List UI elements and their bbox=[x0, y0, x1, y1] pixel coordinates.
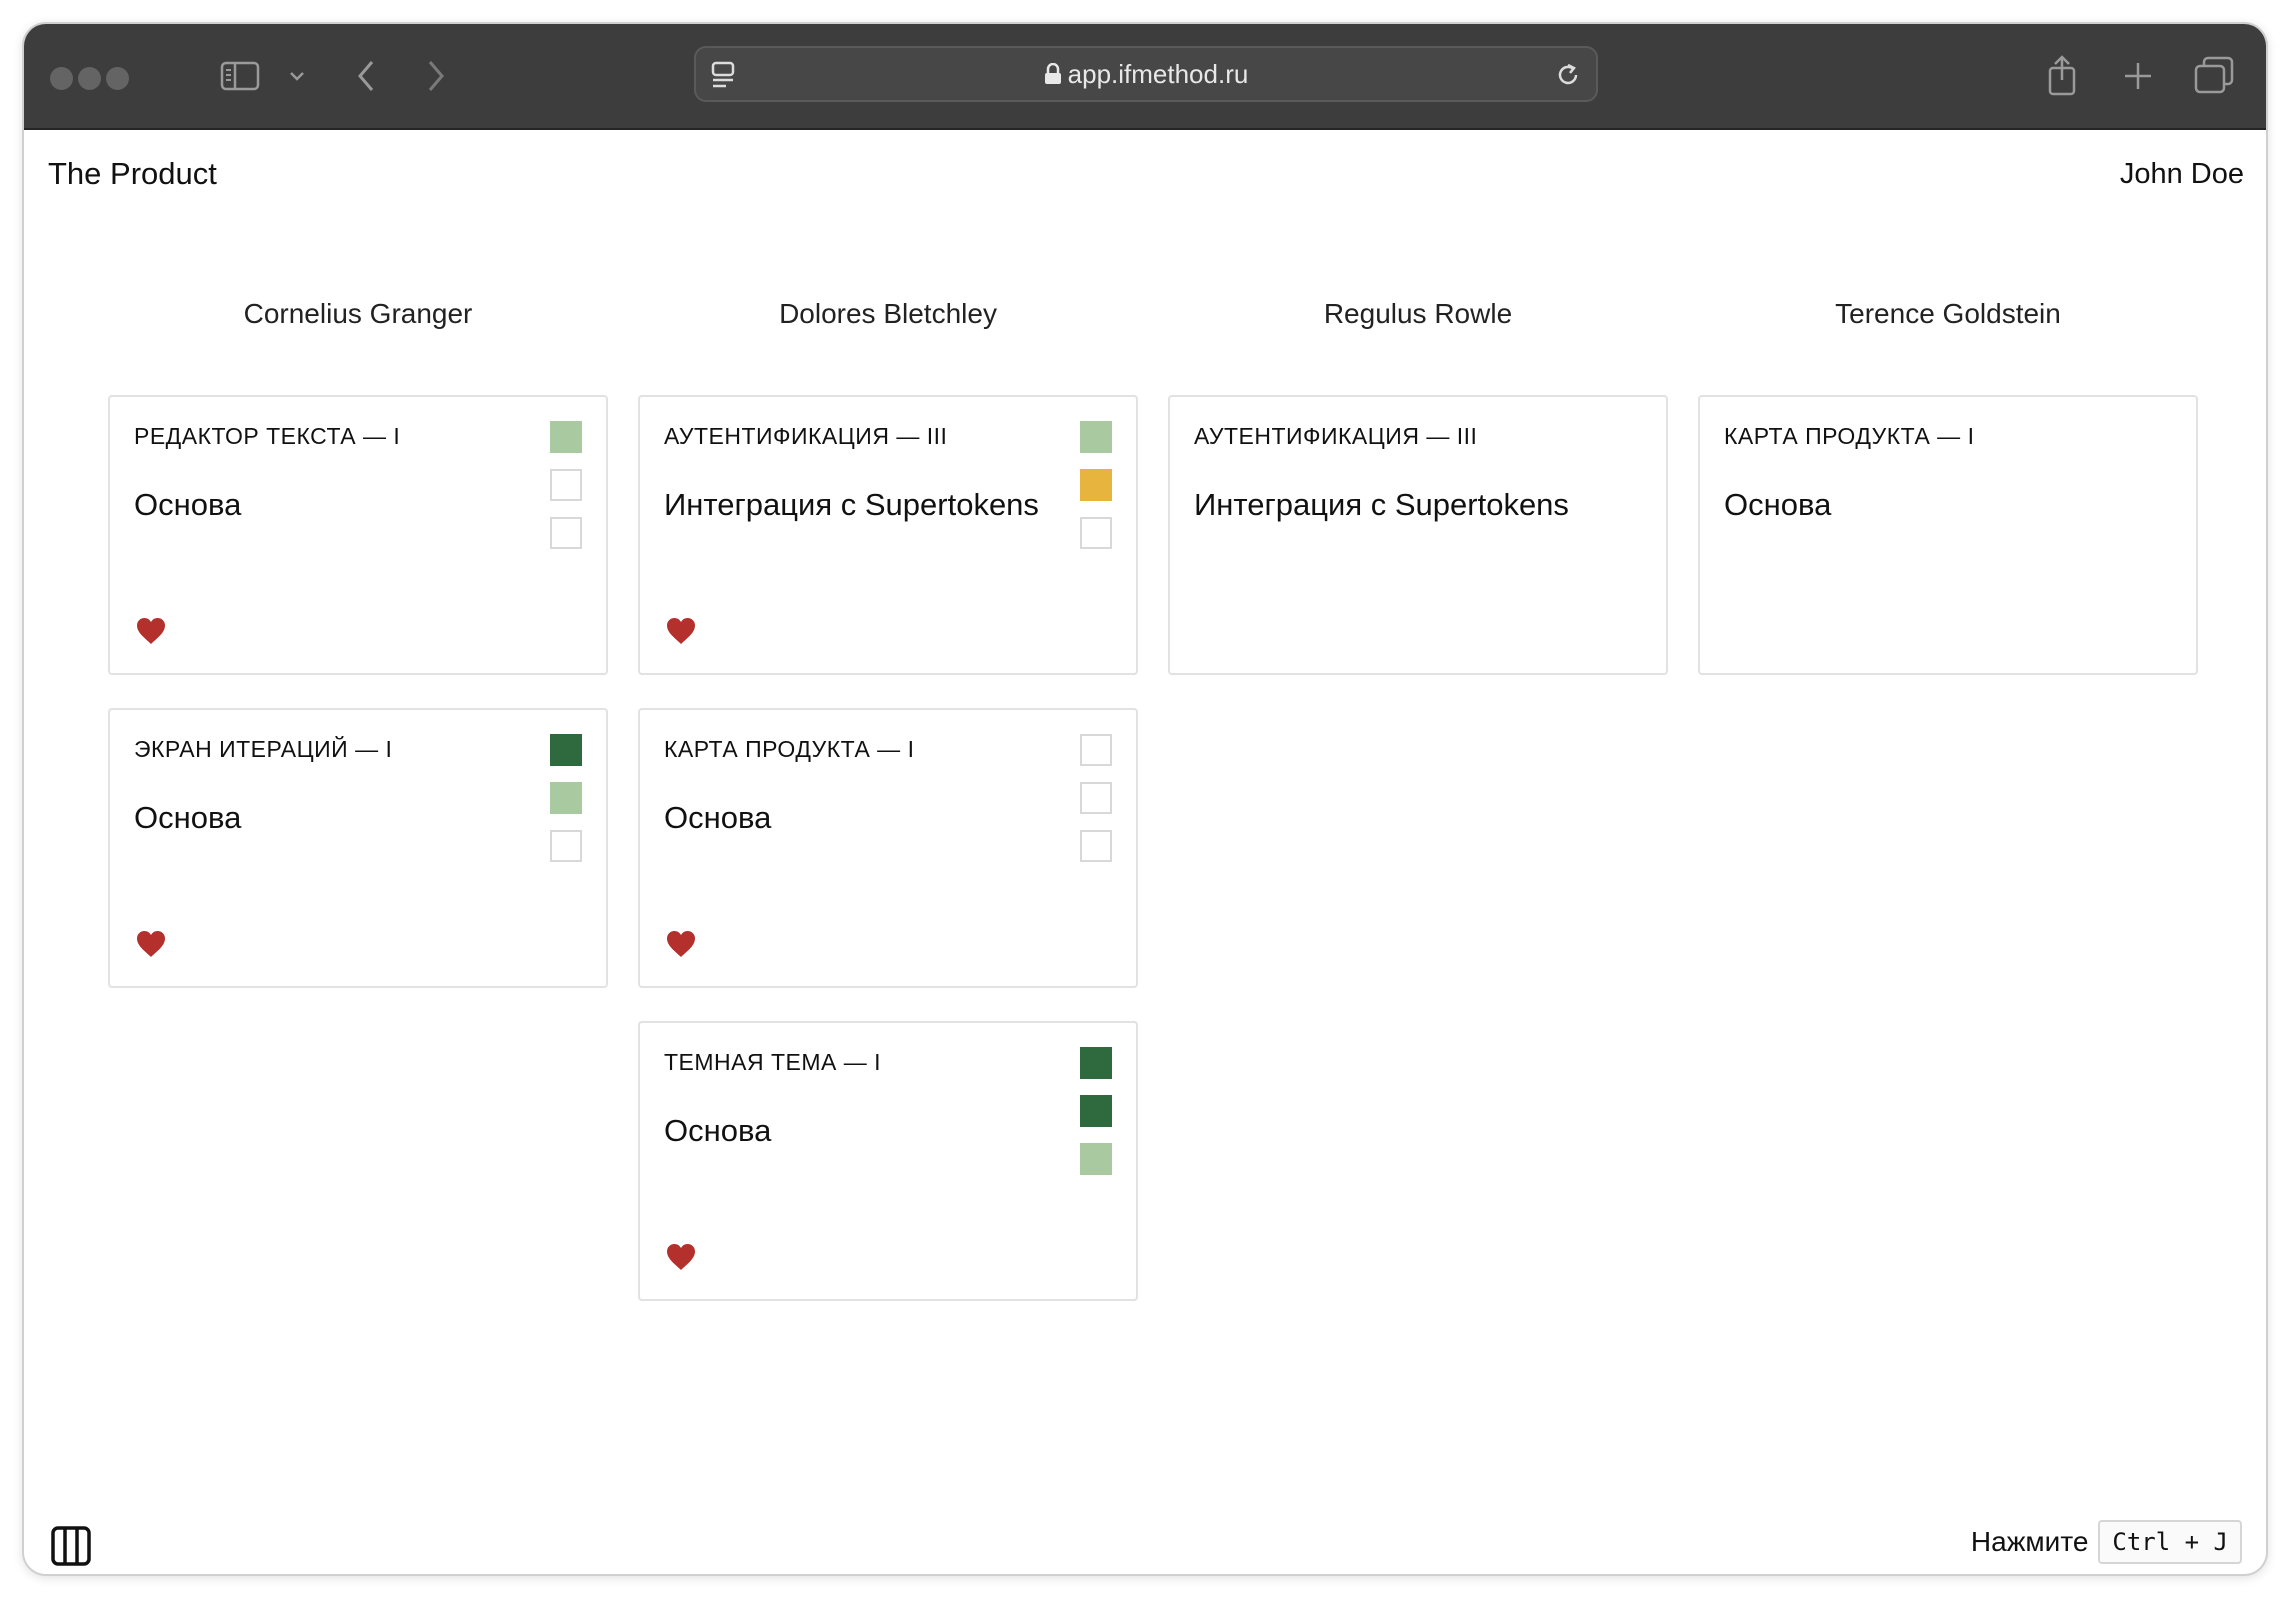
status-square[interactable] bbox=[550, 421, 582, 453]
task-card[interactable]: АУТЕНТИФИКАЦИЯ — III Интеграция с Superto… bbox=[638, 395, 1138, 675]
card-epic-label: РЕДАКТОР ТЕКСТА — I bbox=[134, 423, 401, 449]
card-epic-label: АУТЕНТИФИКАЦИЯ — III bbox=[664, 423, 948, 449]
shortcut-hint: Нажмите Ctrl + J bbox=[1971, 1520, 2242, 1564]
heart-icon[interactable] bbox=[136, 617, 166, 645]
heart-icon[interactable] bbox=[136, 930, 166, 958]
card-epic-label: АУТЕНТИФИКАЦИЯ — III bbox=[1194, 423, 1478, 449]
card-title: Основа bbox=[664, 800, 772, 835]
minimize-window-button[interactable] bbox=[78, 67, 101, 90]
back-icon[interactable] bbox=[354, 58, 378, 94]
browser-toolbar: app.ifmethod.ru bbox=[24, 24, 2266, 130]
app-page: The Product John Doe Cornelius Granger РЕ… bbox=[24, 130, 2266, 1574]
chevron-down-icon[interactable] bbox=[288, 68, 306, 84]
task-card[interactable]: ЭКРАН ИТЕРАЦИЙ — I Основа bbox=[108, 708, 608, 988]
keyboard-shortcut: Ctrl + J bbox=[2098, 1520, 2242, 1564]
status-square[interactable] bbox=[1080, 469, 1112, 501]
zoom-window-button[interactable] bbox=[106, 67, 129, 90]
app-title[interactable]: The Product bbox=[48, 156, 217, 191]
status-square[interactable] bbox=[1080, 830, 1112, 862]
card-epic-label: КАРТА ПРОДУКТА — I bbox=[1724, 423, 1975, 449]
card-epic-label: ЭКРАН ИТЕРАЦИЙ — I bbox=[134, 736, 393, 762]
task-card[interactable]: КАРТА ПРОДУКТА — I Основа bbox=[1698, 395, 2198, 675]
status-square[interactable] bbox=[1080, 734, 1112, 766]
heart-icon[interactable] bbox=[666, 617, 696, 645]
status-square[interactable] bbox=[550, 469, 582, 501]
card-epic-label: ТЕМНАЯ ТЕМА — I bbox=[664, 1049, 882, 1075]
task-card[interactable]: РЕДАКТОР ТЕКСТА — I Основа bbox=[108, 395, 608, 675]
card-epic-label: КАРТА ПРОДУКТА — I bbox=[664, 736, 915, 762]
card-title: Основа bbox=[134, 487, 242, 522]
status-square[interactable] bbox=[550, 734, 582, 766]
status-square[interactable] bbox=[550, 782, 582, 814]
status-square[interactable] bbox=[1080, 1047, 1112, 1079]
column-header: Cornelius Granger bbox=[243, 298, 473, 329]
user-name[interactable]: John Doe bbox=[2119, 158, 2244, 190]
card-title: Основа bbox=[664, 1113, 772, 1148]
column-header: Terence Goldstein bbox=[1835, 298, 2061, 329]
address-bar[interactable]: app.ifmethod.ru bbox=[694, 46, 1598, 102]
hint-text: Нажмите bbox=[1970, 1526, 2089, 1557]
lock-icon bbox=[1044, 62, 1061, 84]
card-title: Основа bbox=[1724, 487, 1832, 522]
card-title: Интеграция с Supertokens bbox=[664, 487, 1039, 522]
status-square[interactable] bbox=[1080, 782, 1112, 814]
url-text: app.ifmethod.ru bbox=[696, 48, 1596, 100]
status-square[interactable] bbox=[1080, 1143, 1112, 1175]
status-square[interactable] bbox=[1080, 517, 1112, 549]
status-square[interactable] bbox=[550, 517, 582, 549]
heart-icon[interactable] bbox=[666, 1243, 696, 1271]
column-header: Dolores Bletchley bbox=[779, 298, 997, 329]
board-view-icon[interactable] bbox=[50, 1525, 92, 1567]
heart-icon[interactable] bbox=[666, 930, 696, 958]
share-icon[interactable] bbox=[2044, 54, 2080, 96]
browser-window: app.ifmethod.ru The Product John Doe Cor… bbox=[22, 22, 2268, 1576]
status-square[interactable] bbox=[1080, 421, 1112, 453]
close-window-button[interactable] bbox=[50, 67, 73, 90]
status-square[interactable] bbox=[1080, 1095, 1112, 1127]
card-title: Интеграция с Supertokens bbox=[1194, 487, 1569, 522]
forward-icon[interactable] bbox=[424, 58, 448, 94]
reader-mode-icon[interactable] bbox=[710, 60, 738, 90]
column-header: Regulus Rowle bbox=[1323, 298, 1513, 329]
card-title: Основа bbox=[134, 800, 242, 835]
sidebar-toggle-icon[interactable] bbox=[220, 60, 260, 92]
task-card[interactable]: ТЕМНАЯ ТЕМА — I Основа bbox=[638, 1021, 1138, 1301]
new-tab-icon[interactable] bbox=[2122, 60, 2154, 92]
task-card[interactable]: КАРТА ПРОДУКТА — I Основа bbox=[638, 708, 1138, 988]
status-square[interactable] bbox=[550, 830, 582, 862]
tab-overview-icon[interactable] bbox=[2194, 56, 2234, 94]
task-card[interactable]: АУТЕНТИФИКАЦИЯ — III Интеграция с Superto… bbox=[1168, 395, 1668, 675]
reload-icon[interactable] bbox=[1554, 61, 1582, 89]
